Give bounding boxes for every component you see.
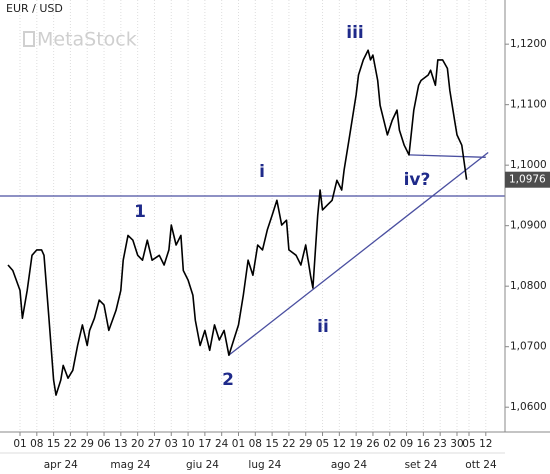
wave-label: iii: [346, 23, 363, 43]
month-label: lug 24: [248, 459, 281, 471]
x-tick-label: 15: [47, 438, 60, 450]
x-tick-label: 01: [13, 438, 26, 450]
x-tick-label: 09: [400, 438, 413, 450]
wave-label: 2: [222, 370, 234, 390]
x-tick-label: 08: [249, 438, 262, 450]
watermark-text: MetaStock: [37, 29, 137, 51]
x-tick-label: 17: [198, 438, 211, 450]
y-tick-label: 1,0600: [510, 401, 547, 413]
month-label: set 24: [405, 459, 438, 471]
x-tick-label: 24: [215, 438, 229, 450]
y-tick-label: 1,0800: [510, 280, 547, 292]
month-label: ago 24: [331, 459, 368, 471]
chart-title: EUR / USD: [6, 2, 63, 15]
y-tick-label: 1,1100: [510, 99, 547, 111]
wave-label: 1: [134, 202, 146, 222]
x-tick-label: 12: [333, 438, 346, 450]
x-tick-label: 05: [462, 438, 475, 450]
x-tick-label: 30: [450, 438, 463, 450]
x-tick-label: 29: [81, 438, 94, 450]
x-tick-label: 19: [349, 438, 362, 450]
x-tick-label: 10: [181, 438, 194, 450]
x-tick-label: 03: [165, 438, 178, 450]
price-line: [7, 49, 468, 396]
month-label: giu 24: [186, 459, 219, 471]
last-value-label: 1,0976: [509, 174, 546, 186]
x-tick-label: 08: [30, 438, 43, 450]
y-tick-label: 1,0900: [510, 220, 547, 232]
wave-label: i: [259, 162, 265, 182]
x-tick-label: 06: [97, 438, 111, 450]
y-tick-label: 1,1000: [510, 159, 547, 171]
x-tick-label: 29: [299, 438, 312, 450]
x-tick-label: 27: [148, 438, 161, 450]
x-tick-label: 02: [383, 438, 396, 450]
wave-label: ii: [317, 317, 329, 337]
x-tick-label: 12: [479, 438, 492, 450]
watermark: MetaStock: [23, 29, 137, 51]
month-label: mag 24: [110, 459, 150, 471]
y-tick-label: 1,1200: [510, 38, 547, 50]
month-label: apr 24: [44, 459, 78, 471]
trend-line: [228, 151, 489, 356]
x-tick-label: 22: [64, 438, 77, 450]
x-tick-label: 13: [114, 438, 127, 450]
trend-line: [408, 154, 486, 158]
month-label: ott 24: [465, 459, 497, 471]
last-value-box: [505, 171, 550, 188]
x-tick-label: 26: [366, 438, 380, 450]
x-tick-label: 16: [417, 438, 431, 450]
y-tick-label: 1,0700: [510, 341, 547, 353]
x-tick-label: 15: [265, 438, 278, 450]
x-tick-label: 22: [282, 438, 295, 450]
x-tick-label: 23: [433, 438, 446, 450]
watermark-icon: [23, 31, 35, 47]
x-tick-label: 20: [131, 438, 144, 450]
grid: [19, 0, 487, 432]
plot: [0, 49, 505, 396]
x-tick-label: 05: [316, 438, 329, 450]
x-tick-label: 01: [232, 438, 245, 450]
wave-label: iv?: [404, 170, 431, 190]
